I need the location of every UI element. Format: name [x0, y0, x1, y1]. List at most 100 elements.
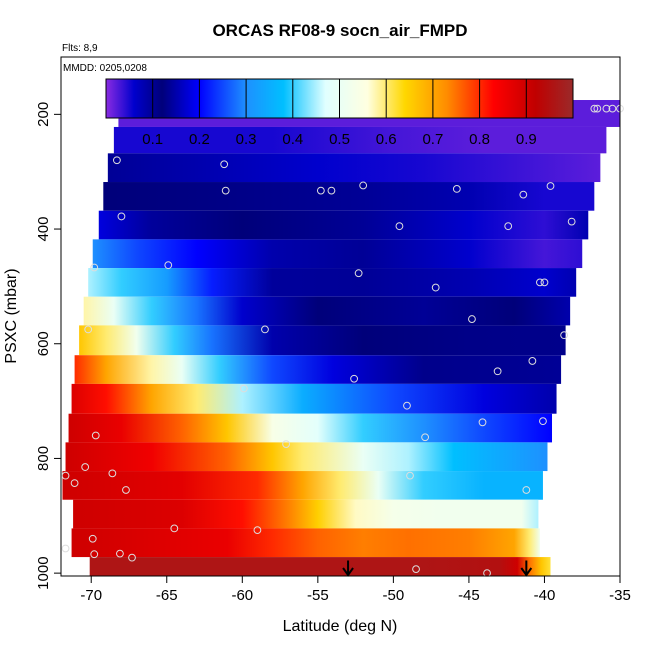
heatmap-band [98, 210, 589, 240]
dates-label: MMDD: 0205,0208 [63, 63, 147, 74]
heatmap-band [88, 268, 577, 297]
flights-label: Flts: 8,9 [62, 43, 98, 54]
data-point [504, 222, 513, 231]
data-point [493, 367, 502, 376]
x-axis-label: Latitude (deg N) [283, 618, 398, 635]
data-point [560, 331, 568, 340]
arrow-marker [520, 560, 533, 577]
data-point [406, 471, 414, 480]
data-point [412, 565, 420, 574]
data-point [546, 182, 555, 190]
y-axis: 200 400 600 800 1000 [35, 102, 61, 590]
data-point [354, 269, 363, 278]
heatmap-band [71, 528, 540, 558]
colorbar-tick-label: 0.6 [376, 131, 397, 148]
data-point [61, 544, 70, 553]
data-point [536, 278, 544, 287]
x-tick-label: -70 [80, 587, 102, 604]
x-tick-label: -40 [534, 587, 556, 604]
heatmap-band [73, 499, 539, 529]
data-point [116, 549, 124, 558]
y-tick-label: 400 [35, 217, 52, 242]
data-point [170, 524, 179, 533]
colorbar-tick-label: 0.3 [236, 131, 257, 148]
data-point [567, 217, 576, 226]
data-point [70, 479, 79, 487]
data-point [519, 190, 528, 199]
colorbar: 0.1 0.2 0.3 0.4 0.5 0.6 0.7 0.8 0.9 [105, 78, 574, 148]
heatmap-band [113, 126, 607, 154]
x-tick-label: -35 [609, 587, 631, 604]
data-point [483, 569, 491, 578]
colorbar-tick-label: 0.4 [282, 131, 303, 148]
data-point [316, 186, 325, 195]
data-point [350, 374, 358, 383]
data-point [90, 263, 99, 272]
chart-title: ORCAS RF08-9 socn_air_FMPD [212, 21, 467, 40]
data-point [590, 104, 599, 113]
heatmap-band [107, 153, 601, 183]
heatmap-band [71, 383, 557, 414]
data-point [84, 325, 93, 334]
data-point [221, 186, 230, 195]
arrow-markers [342, 560, 533, 577]
plot-frame [60, 56, 621, 577]
heatmap-band [92, 239, 583, 269]
data-point [359, 181, 368, 190]
data-point [528, 357, 537, 365]
data-point [128, 553, 136, 562]
data-point [91, 431, 100, 440]
data-point [608, 104, 617, 113]
heatmap-band [79, 325, 566, 356]
data-point [452, 185, 461, 193]
data-point [540, 278, 549, 287]
data-point [113, 156, 121, 165]
y-tick-label: 1000 [35, 556, 52, 589]
colorbar-tick-label: 0.1 [142, 131, 163, 148]
data-point [282, 440, 291, 448]
data-point [421, 433, 430, 442]
data-point [81, 463, 90, 471]
data-point [261, 325, 269, 334]
x-tick-label: -50 [383, 587, 405, 604]
x-tick-label: -55 [307, 587, 329, 604]
data-point [593, 104, 602, 113]
y-axis-label: PSXC (mbar) [3, 268, 20, 363]
data-point [117, 212, 126, 221]
colorbar-tick-label: 0.7 [422, 131, 443, 148]
data-point [395, 222, 404, 231]
data-point [239, 384, 248, 393]
data-point [478, 418, 487, 427]
data-point [253, 526, 262, 535]
y-tick-label: 800 [35, 446, 52, 471]
heatmap-band [62, 471, 543, 500]
heatmap-band [89, 557, 551, 576]
x-tick-label: -45 [458, 587, 480, 604]
x-tick-label: -65 [156, 587, 178, 604]
colorbar-tick-label: 0.5 [329, 131, 350, 148]
heatmap-bands [62, 100, 620, 576]
data-point [539, 417, 547, 426]
data-point [90, 550, 99, 559]
data-point [522, 486, 531, 494]
arrow-marker [342, 560, 354, 577]
heatmap-band [68, 413, 553, 443]
data-point [88, 534, 97, 543]
heatmap-band [65, 442, 548, 472]
x-tick-label: -60 [231, 587, 253, 604]
data-point [431, 283, 440, 292]
heatmap-band [74, 355, 562, 384]
colorbar-tick-label: 0.2 [189, 131, 210, 148]
heatmap-band [103, 182, 595, 211]
data-point [61, 471, 70, 480]
data-point [108, 469, 117, 478]
data-point [220, 160, 229, 169]
data-point [164, 261, 173, 270]
data-point [403, 401, 411, 410]
data-point [468, 315, 476, 323]
data-point [602, 104, 611, 113]
colorbar-tick-label: 0.8 [469, 131, 490, 148]
data-point [327, 186, 336, 195]
data-point [122, 486, 130, 494]
